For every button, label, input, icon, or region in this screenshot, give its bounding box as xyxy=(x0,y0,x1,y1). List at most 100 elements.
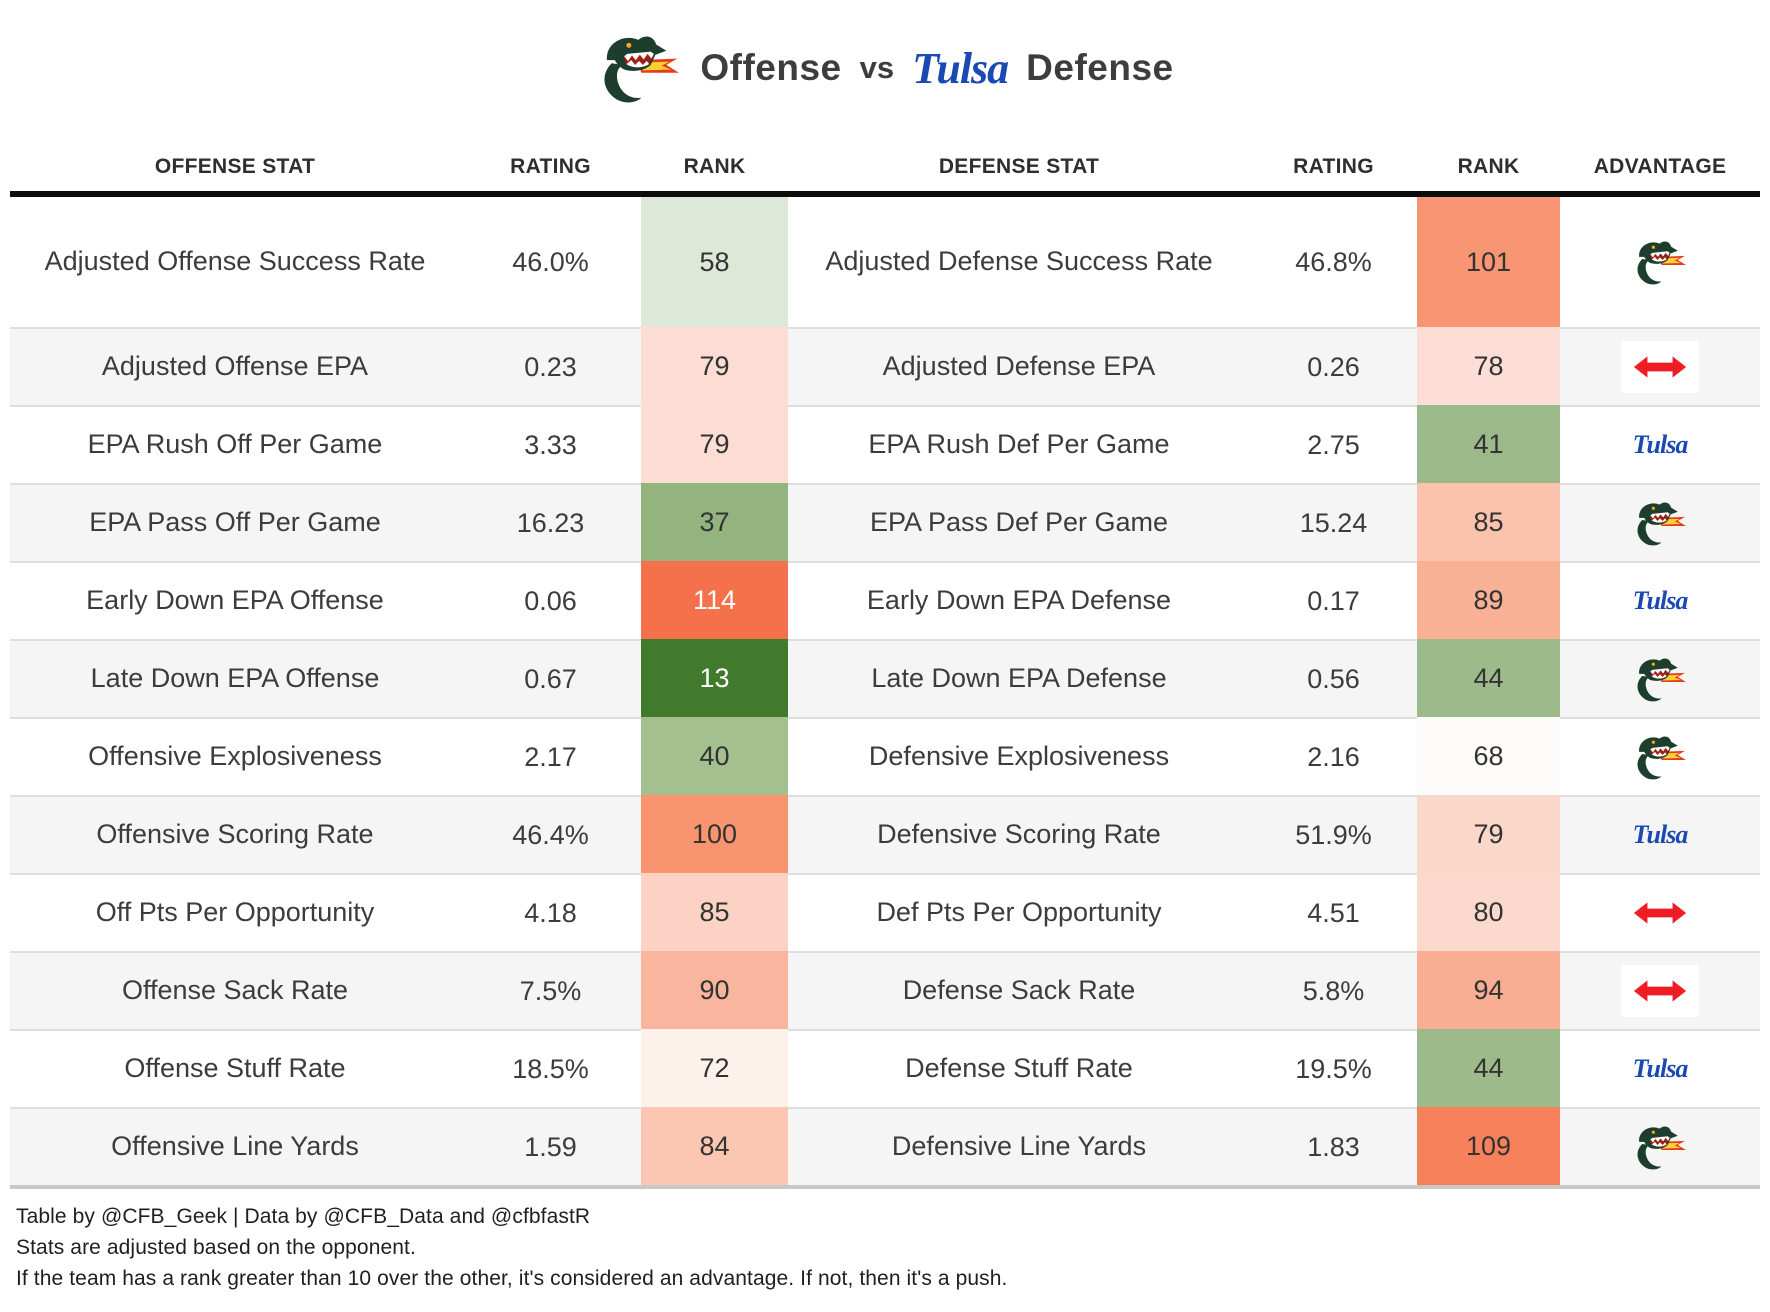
advantage-cell: Tulsa xyxy=(1560,405,1760,483)
defense-rank-cell: 41 xyxy=(1417,405,1560,483)
advantage-cell xyxy=(1560,639,1760,717)
footer-note-advantage-rule: If the team has a rank greater than 10 o… xyxy=(16,1267,1008,1290)
col-header-defense-rating: RATING xyxy=(1293,155,1374,178)
advantage-cell: Tulsa xyxy=(1560,795,1760,873)
defense-rating-cell: 0.56 xyxy=(1250,639,1417,717)
uab-dragon-icon xyxy=(1637,502,1686,546)
offense-rating-cell: 7.5% xyxy=(460,951,641,1029)
tulsa-wordmark-icon: Tulsa xyxy=(1632,586,1689,615)
offense-rank-cell: 90 xyxy=(641,951,788,1029)
col-header-offense-rating: RATING xyxy=(510,155,591,178)
col-header-offense-rank: RANK xyxy=(683,155,746,178)
defense-rating-cell: 5.8% xyxy=(1250,951,1417,1029)
tulsa-wordmark-icon: Tulsa xyxy=(1632,430,1689,459)
table-row: EPA Pass Off Per Game 16.23 37 EPA Pass … xyxy=(10,483,1760,561)
uab-dragon-icon xyxy=(1637,658,1686,702)
tulsa-title-wordmark: Tulsa xyxy=(912,43,1009,93)
defense-rating-cell: 2.16 xyxy=(1250,717,1417,795)
advantage-cell xyxy=(1560,1107,1760,1185)
defense-stat-cell: Early Down EPA Defense xyxy=(788,561,1250,639)
defense-rank-cell: 89 xyxy=(1417,561,1560,639)
offense-rank-cell: 114 xyxy=(641,561,788,639)
offense-stat-cell: Adjusted Offense Success Rate xyxy=(44,246,426,277)
footer-credit-line: Table by @CFB_Geek | Data by @CFB_Data a… xyxy=(16,1205,591,1228)
defense-stat-cell: Late Down EPA Defense xyxy=(788,639,1250,717)
offense-stat-cell: Offense Sack Rate xyxy=(10,951,460,1029)
defense-rating-cell: 2.75 xyxy=(1250,405,1417,483)
defense-stat-cell: Defensive Line Yards xyxy=(788,1107,1250,1185)
table-row: Late Down EPA Offense 0.67 13 Late Down … xyxy=(10,639,1760,717)
defense-rating-cell: 15.24 xyxy=(1250,483,1417,561)
defense-rating-cell: 0.17 xyxy=(1250,561,1417,639)
stats-table: OFFENSE STAT RATING RANK DEFENSE STAT RA… xyxy=(10,122,1760,1189)
offense-stat-cell: Adjusted Offense EPA xyxy=(10,327,460,405)
offense-rank-cell: 85 xyxy=(641,873,788,951)
defense-rank-cell: 85 xyxy=(1417,483,1560,561)
uab-dragon-icon xyxy=(1637,241,1686,285)
tulsa-wordmark-icon: Tulsa xyxy=(1632,1054,1689,1083)
table-footer: Table by @CFB_Geek | Data by @CFB_Data a… xyxy=(16,1205,1746,1298)
offense-stat-cell: Late Down EPA Offense xyxy=(10,639,460,717)
offense-stat-cell: EPA Pass Off Per Game xyxy=(10,483,460,561)
offense-stat-cell: Offensive Explosiveness xyxy=(10,717,460,795)
offense-rating-cell: 18.5% xyxy=(460,1029,641,1107)
defense-rating-cell: 4.51 xyxy=(1250,873,1417,951)
offense-rating-cell: 46.0% xyxy=(512,246,589,277)
advantage-cell xyxy=(1560,327,1760,405)
push-arrow-box xyxy=(1621,341,1699,393)
defense-stat-cell: Defensive Scoring Rate xyxy=(788,795,1250,873)
advantage-cell xyxy=(1560,483,1760,561)
table-row: Adjusted Offense EPA 0.23 79 Adjusted De… xyxy=(10,327,1760,405)
defense-rating-cell: 51.9% xyxy=(1250,795,1417,873)
offense-rank-cell: 79 xyxy=(641,405,788,483)
defense-rating-cell: 19.5% xyxy=(1250,1029,1417,1107)
defense-rank-cell: 94 xyxy=(1417,951,1560,1029)
push-double-arrow-icon xyxy=(1633,980,1687,1002)
push-double-arrow-icon xyxy=(1633,356,1687,378)
offense-rating-cell: 0.23 xyxy=(460,327,641,405)
push-arrow-box xyxy=(1621,965,1699,1017)
table-row: Early Down EPA Offense 0.06 114 Early Do… xyxy=(10,561,1760,639)
offense-stat-cell: Early Down EPA Offense xyxy=(10,561,460,639)
offense-rating-cell: 46.4% xyxy=(460,795,641,873)
offense-rank-cell: 40 xyxy=(641,717,788,795)
push-arrow-box xyxy=(1621,887,1699,939)
vs-label: vs xyxy=(859,50,895,85)
table-row: Offensive Line Yards 1.59 84 Defensive L… xyxy=(10,1107,1760,1185)
offense-rank-cell: 37 xyxy=(641,483,788,561)
col-header-advantage: ADVANTAGE xyxy=(1593,155,1727,178)
defense-stat-cell: Def Pts Per Opportunity xyxy=(788,873,1250,951)
defense-stat-cell: Defense Stuff Rate xyxy=(788,1029,1250,1107)
advantage-cell xyxy=(1560,717,1760,795)
table-row: Offense Sack Rate 7.5% 90 Defense Sack R… xyxy=(10,951,1760,1029)
advantage-cell: Tulsa xyxy=(1560,1029,1760,1107)
defense-rank-cell: 101 xyxy=(1417,197,1560,327)
table-row: Offense Stuff Rate 18.5% 72 Defense Stuf… xyxy=(10,1029,1760,1107)
uab-dragon-icon xyxy=(1637,1126,1686,1170)
offense-rank-cell: 84 xyxy=(641,1107,788,1185)
defense-stat-cell: Defense Sack Rate xyxy=(788,951,1250,1029)
advantage-cell xyxy=(1560,197,1760,327)
offense-rank-cell: 100 xyxy=(641,795,788,873)
advantage-cell xyxy=(1560,951,1760,1029)
tulsa-wordmark-icon: Tulsa xyxy=(1632,820,1689,849)
push-double-arrow-icon xyxy=(1633,902,1687,924)
defense-rank-cell: 78 xyxy=(1417,327,1560,405)
defense-stat-cell: EPA Pass Def Per Game xyxy=(788,483,1250,561)
offense-stat-cell: EPA Rush Off Per Game xyxy=(10,405,460,483)
advantage-cell: Tulsa xyxy=(1560,561,1760,639)
offense-rating-cell: 3.33 xyxy=(460,405,641,483)
offense-rating-cell: 1.59 xyxy=(460,1107,641,1185)
advantage-cell xyxy=(1560,873,1760,951)
table-row: Offensive Explosiveness 2.17 40 Defensiv… xyxy=(10,717,1760,795)
offense-title-label: Offense xyxy=(700,47,842,88)
table-row: EPA Rush Off Per Game 3.33 79 EPA Rush D… xyxy=(10,405,1760,483)
table-body: Adjusted Offense Success Rate 46.0% 58 A… xyxy=(10,197,1760,1189)
defense-rank-cell: 79 xyxy=(1417,795,1560,873)
offense-rank-cell: 72 xyxy=(641,1029,788,1107)
offense-rank-cell: 13 xyxy=(641,639,788,717)
offense-rating-cell: 0.67 xyxy=(460,639,641,717)
table-row: Off Pts Per Opportunity 4.18 85 Def Pts … xyxy=(10,873,1760,951)
col-header-offense-stat: OFFENSE STAT xyxy=(154,155,316,178)
page-title: Offense vs Tulsa Defense xyxy=(0,18,1770,118)
